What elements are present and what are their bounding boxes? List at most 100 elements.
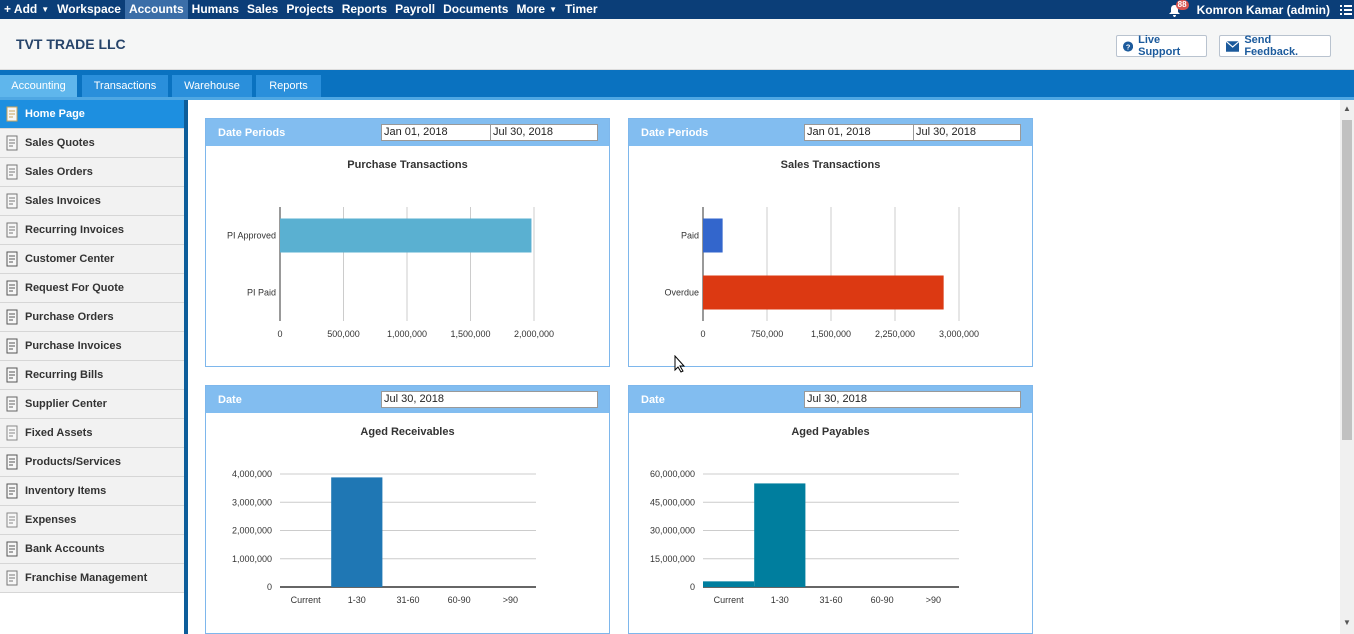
main-scrollbar[interactable]: ▲ ▼ <box>1340 100 1354 634</box>
sidebar-item-icon <box>6 135 18 151</box>
purchase-panel-header: Date Periods Jan 01, 2018 Jul 30, 2018 <box>206 119 609 146</box>
nav-sales[interactable]: Sales <box>247 2 279 16</box>
sidebar-item-inventory-items[interactable]: Inventory Items <box>0 477 184 506</box>
payables-tick-label: 45,000,000 <box>650 497 695 507</box>
sales-period-label: Date Periods <box>641 126 709 139</box>
sales-category-label: Paid <box>681 231 699 241</box>
receivables-date-label: Date <box>218 393 242 406</box>
add-menu[interactable]: + Add <box>4 2 38 16</box>
scrollbar-thumb[interactable] <box>1342 120 1352 440</box>
payables-category-label: Current <box>714 595 745 605</box>
payables-panel: Date Jul 30, 2018 Aged Payables 0 15,000,… <box>628 385 1033 634</box>
nav-accounts[interactable]: Accounts <box>124 0 188 19</box>
sidebar-item-bank-accounts[interactable]: Bank Accounts <box>0 535 184 564</box>
tab-accounting[interactable]: Accounting <box>0 75 77 99</box>
sidebar-item-purchase-orders[interactable]: Purchase Orders <box>0 303 184 332</box>
payables-bar <box>703 581 755 587</box>
sidebar-item-label: Franchise Management <box>25 572 148 584</box>
receivables-tick-label: 2,000,000 <box>232 526 272 536</box>
sales-to-date-input[interactable]: Jul 30, 2018 <box>913 124 1021 141</box>
receivables-panel-header: Date Jul 30, 2018 <box>206 386 609 413</box>
top-navigation: + Add ▼ Workspace Accounts Humans Sales … <box>0 0 1354 19</box>
sales-tick-label: 750,000 <box>751 329 784 339</box>
list-menu-icon[interactable] <box>1340 4 1352 16</box>
sidebar-item-recurring-invoices[interactable]: Recurring Invoices <box>0 216 184 245</box>
nav-more[interactable]: More <box>516 2 546 16</box>
nav-reports[interactable]: Reports <box>341 2 388 16</box>
sidebar-item-products-services[interactable]: Products/Services <box>0 448 184 477</box>
sidebar-item-sales-orders[interactable]: Sales Orders <box>0 158 184 187</box>
sales-tick-label: 3,000,000 <box>939 329 979 339</box>
nav-projects[interactable]: Projects <box>286 2 334 16</box>
nav-payroll[interactable]: Payroll <box>395 2 436 16</box>
sales-chart: 0 750,000 1,500,000 2,250,000 3,000,000 Paid O… <box>664 207 979 339</box>
sidebar-item-purchase-invoices[interactable]: Purchase Invoices <box>0 332 184 361</box>
sidebar-item-request-for-quote[interactable]: Request For Quote <box>0 274 184 303</box>
sidebar-item-sales-invoices[interactable]: Sales Invoices <box>0 187 184 216</box>
purchase-period-label: Date Periods <box>218 126 286 139</box>
sidebar-item-icon <box>6 425 18 441</box>
payables-bar <box>754 483 806 587</box>
purchase-panel: Date Periods Jan 01, 2018 Jul 30, 2018 P… <box>205 118 610 367</box>
tab-reports[interactable]: Reports <box>256 75 321 97</box>
sidebar-item-expenses[interactable]: Expenses <box>0 506 184 535</box>
scroll-down-icon[interactable]: ▼ <box>1343 618 1351 627</box>
notification-badge: 88 <box>1175 0 1189 10</box>
envelope-icon <box>1226 40 1240 52</box>
sidebar-item-icon <box>6 454 18 470</box>
sidebar-item-home-page[interactable]: Home Page <box>0 100 184 129</box>
receivables-category-label: Current <box>291 595 322 605</box>
nav-timer[interactable]: Timer <box>565 2 598 16</box>
sidebar-item-label: Request For Quote <box>25 282 125 294</box>
sidebar-item-label: Customer Center <box>25 253 115 265</box>
scroll-up-icon[interactable]: ▲ <box>1343 104 1351 113</box>
receivables-panel: Date Jul 30, 2018 Aged Receivables 0 1,00… <box>205 385 610 634</box>
receivables-category-label: 1-30 <box>348 595 366 605</box>
receivables-category-label: >90 <box>503 595 518 605</box>
section-tabs: Accounting Transactions Warehouse Report… <box>0 70 1354 99</box>
nav-humans[interactable]: Humans <box>191 2 239 16</box>
live-support-label: Live Support <box>1138 34 1181 58</box>
sales-bar <box>703 218 723 253</box>
nav-workspace[interactable]: Workspace <box>57 2 121 16</box>
receivables-bar <box>331 477 383 587</box>
svg-text:?: ? <box>1126 42 1131 51</box>
purchase-to-date-input[interactable]: Jul 30, 2018 <box>490 124 598 141</box>
nav-documents[interactable]: Documents <box>443 2 509 16</box>
payables-category-label: 31-60 <box>819 595 842 605</box>
user-menu[interactable]: Komron Kamar (admin) <box>1196 2 1330 17</box>
live-support-button[interactable]: ? Live Support <box>1116 34 1207 58</box>
purchase-from-date-input[interactable]: Jan 01, 2018 <box>381 124 491 141</box>
purchase-tick-label: 1,500,000 <box>450 329 490 339</box>
sidebar-item-label: Products/Services <box>25 456 121 468</box>
sidebar-item-icon <box>6 367 18 383</box>
notification-bell[interactable]: 88 <box>1168 0 1189 17</box>
receivables-date-input[interactable]: Jul 30, 2018 <box>381 391 598 408</box>
sidebar-item-fixed-assets[interactable]: Fixed Assets <box>0 419 184 448</box>
add-chevron-icon[interactable]: ▼ <box>41 5 50 14</box>
sidebar-divider[interactable] <box>184 100 188 634</box>
purchase-tick-label: 2,000,000 <box>514 329 554 339</box>
payables-tick-label: 0 <box>690 582 695 592</box>
more-chevron-icon[interactable]: ▼ <box>549 5 558 14</box>
page-header: TVT TRADE LLC ? Live Support Send Feedba… <box>0 19 1354 70</box>
sidebar-item-icon <box>6 570 18 586</box>
sales-tick-label: 2,250,000 <box>875 329 915 339</box>
sales-panel-header: Date Periods Jan 01, 2018 Jul 30, 2018 <box>629 119 1032 146</box>
send-feedback-button[interactable]: Send Feedback. <box>1219 34 1331 58</box>
sidebar-item-icon <box>6 106 18 122</box>
payables-category-label: 60-90 <box>871 595 894 605</box>
sidebar-item-recurring-bills[interactable]: Recurring Bills <box>0 361 184 390</box>
payables-date-input[interactable]: Jul 30, 2018 <box>804 391 1021 408</box>
tab-warehouse[interactable]: Warehouse <box>172 75 252 97</box>
payables-category-label: 1-30 <box>771 595 789 605</box>
sidebar-item-label: Sales Invoices <box>25 195 101 207</box>
sales-bar <box>703 275 944 310</box>
sidebar-item-franchise-management[interactable]: Franchise Management <box>0 564 184 593</box>
sidebar-item-customer-center[interactable]: Customer Center <box>0 245 184 274</box>
sidebar-item-label: Inventory Items <box>25 485 107 497</box>
tab-transactions[interactable]: Transactions <box>82 75 168 97</box>
sidebar-item-supplier-center[interactable]: Supplier Center <box>0 390 184 419</box>
sidebar-item-sales-quotes[interactable]: Sales Quotes <box>0 129 184 158</box>
sales-from-date-input[interactable]: Jan 01, 2018 <box>804 124 914 141</box>
